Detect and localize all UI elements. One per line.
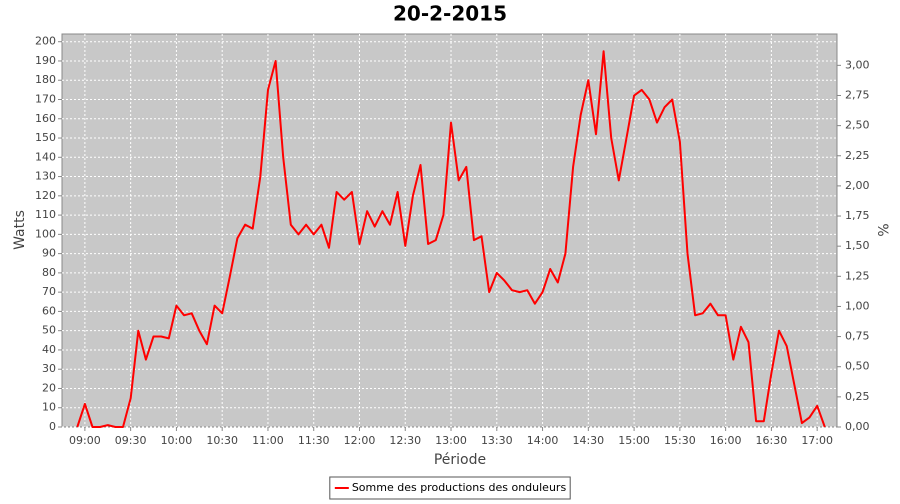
y-tick-label: 180 <box>35 73 56 86</box>
x-tick-label: 14:30 <box>572 434 604 447</box>
y-tick-label: 40 <box>42 343 56 356</box>
y2-tick-label: 1,75 <box>845 209 870 222</box>
y-tick-label: 150 <box>35 131 56 144</box>
x-tick-label: 11:00 <box>252 434 284 447</box>
y-tick-label: 20 <box>42 381 56 394</box>
y2-tick-label: 0,25 <box>845 390 870 403</box>
x-tick-label: 10:00 <box>161 434 193 447</box>
y-tick-label: 70 <box>42 285 56 298</box>
legend: Somme des productions des onduleurs <box>329 476 571 500</box>
x-tick-label: 14:00 <box>527 434 559 447</box>
y2-tick-label: 2,00 <box>845 179 870 192</box>
y-tick-label: 170 <box>35 93 56 106</box>
x-tick-label: 13:00 <box>435 434 467 447</box>
y2-tick-label: 0,75 <box>845 330 870 343</box>
y-tick-label: 160 <box>35 112 56 125</box>
x-tick-label: 13:30 <box>481 434 513 447</box>
x-tick-label: 16:30 <box>756 434 788 447</box>
x-tick-label: 10:30 <box>206 434 238 447</box>
y2-tick-label: 1,00 <box>845 299 870 312</box>
y-tick-label: 60 <box>42 304 56 317</box>
x-tick-label: 11:30 <box>298 434 330 447</box>
y2-axis-label: % <box>874 223 890 236</box>
y-tick-label: 30 <box>42 362 56 375</box>
x-axis-label: Période <box>434 452 486 468</box>
plot-area <box>61 33 838 428</box>
y-tick-label: 190 <box>35 54 56 67</box>
y2-tick-label: 3,00 <box>845 58 870 71</box>
x-tick-label: 17:00 <box>801 434 833 447</box>
legend-box <box>329 476 571 500</box>
x-tick-label: 16:00 <box>710 434 742 447</box>
y-tick-label: 50 <box>42 324 56 337</box>
chart-title: 20-2-2015 <box>393 2 507 26</box>
y2-tick-label: 0,50 <box>845 360 870 373</box>
y2-tick-label: 2,50 <box>845 119 870 132</box>
y2-tick-label: 0,00 <box>845 420 870 433</box>
x-tick-label: 09:00 <box>69 434 101 447</box>
x-tick-label: 15:30 <box>664 434 696 447</box>
y-tick-label: 120 <box>35 189 56 202</box>
y-tick-label: 90 <box>42 247 56 260</box>
legend-label: Somme des productions des onduleurs <box>352 481 567 494</box>
y-tick-label: 10 <box>42 401 56 414</box>
y-tick-label: 200 <box>35 35 56 48</box>
y-axis-label: Watts <box>12 210 28 250</box>
y2-tick-label: 1,50 <box>845 239 870 252</box>
data-line <box>76 50 826 428</box>
y-tick-label: 0 <box>49 420 56 433</box>
x-tick-label: 12:30 <box>389 434 421 447</box>
x-tick-label: 12:00 <box>344 434 376 447</box>
y-tick-label: 130 <box>35 170 56 183</box>
y-tick-label: 80 <box>42 266 56 279</box>
y2-tick-label: 2,25 <box>845 149 870 162</box>
y-tick-label: 110 <box>35 208 56 221</box>
y-tick-label: 140 <box>35 150 56 163</box>
y2-tick-label: 1,25 <box>845 269 870 282</box>
x-tick-label: 09:30 <box>115 434 147 447</box>
x-tick-label: 15:00 <box>618 434 650 447</box>
y2-tick-label: 2,75 <box>845 88 870 101</box>
y-tick-label: 100 <box>35 227 56 240</box>
